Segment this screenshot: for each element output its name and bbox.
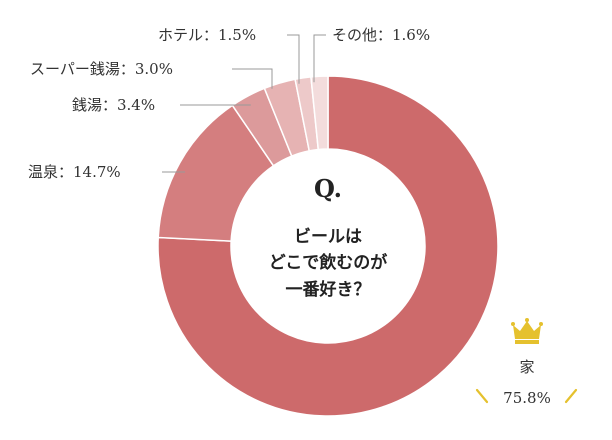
donut-slices xyxy=(157,75,499,417)
question-title: Q. xyxy=(314,174,342,203)
data-label-super-sento: スーパー銭湯：3.0% xyxy=(30,60,173,78)
slice-home xyxy=(157,75,499,417)
data-label-sento: 銭湯：3.4% xyxy=(72,96,155,114)
question-line-2: どこで飲むのが xyxy=(269,252,388,273)
data-label-hotel: ホテル：1.5% xyxy=(158,26,256,44)
donut-hole xyxy=(231,149,425,343)
question-line-1: ビールは xyxy=(294,227,362,247)
decor-dash-left xyxy=(475,388,489,404)
question-line-3: 一番好き？ xyxy=(286,279,371,300)
leader-super-sento xyxy=(232,68,273,89)
decor-dash-right xyxy=(564,388,578,404)
leader-hotel xyxy=(287,34,300,84)
data-label-other: その他：1.6% xyxy=(332,26,430,44)
leader-lines xyxy=(162,34,326,173)
data-label-home: 家 xyxy=(519,358,534,376)
crown-icon xyxy=(511,318,543,344)
data-label-onsen: 温泉：14.7% xyxy=(28,163,121,181)
leader-other xyxy=(313,34,326,83)
data-label-home-value: 75.8% xyxy=(503,389,551,407)
